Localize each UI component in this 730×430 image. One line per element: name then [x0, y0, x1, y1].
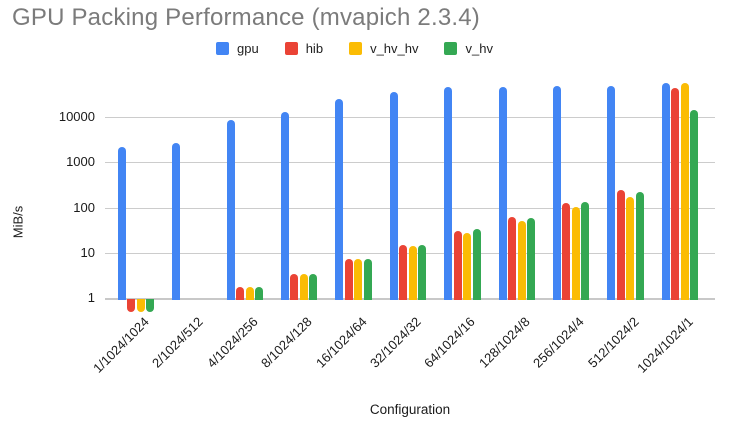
bar-gpu-2-1024-512	[172, 143, 181, 301]
bar-hib-128-1024-8	[508, 216, 517, 301]
legend-label: hib	[305, 41, 324, 56]
bar-v_hv_hv-32-1024-32	[408, 245, 417, 301]
bar-v_hv_hv-128-1024-8	[517, 220, 526, 301]
bar-hib-1-1024-1024	[127, 299, 136, 312]
legend-swatch-icon	[349, 42, 363, 55]
bar-hib-64-1024-16	[453, 230, 462, 301]
bar-v_hv_hv-512-1024-2	[626, 197, 635, 301]
x-axis-title: Configuration	[369, 402, 451, 417]
bar-hib-512-1024-2	[616, 190, 625, 301]
y-axis-title: MiB/s	[10, 205, 26, 239]
x-tick-label: 256/1024/4	[530, 314, 587, 371]
legend-swatch-icon	[216, 42, 229, 55]
gridline-1000	[105, 162, 715, 164]
x-tick-label: 4/1024/256	[203, 314, 261, 371]
legend-item-v_hv_hv: v_hv_hv	[349, 41, 418, 56]
bar-v_hv_hv-1-1024-1024	[136, 299, 145, 312]
legend-label: v_hv	[465, 41, 493, 56]
bar-hib-4-1024-256	[236, 286, 245, 301]
gridline-100	[105, 207, 715, 209]
y-tick-label: 100	[73, 199, 95, 215]
bar-v_hv_hv-4-1024-256	[245, 286, 254, 301]
bar-v_hv_hv-16-1024-64	[354, 259, 363, 301]
bar-v_hv_hv-1024-1024-1	[680, 83, 689, 301]
bar-hib-32-1024-32	[399, 244, 408, 301]
legend-item-gpu: gpu	[216, 41, 259, 56]
x-tick-label: 8/1024/128	[258, 314, 315, 371]
bar-gpu-32-1024-32	[389, 91, 398, 301]
bar-v_hv-16-1024-64	[363, 258, 372, 301]
x-tick-label: 64/1024/16	[421, 314, 479, 371]
legend-swatch-icon	[284, 42, 298, 55]
bar-gpu-8-1024-128	[280, 111, 289, 301]
bar-v_hv_hv-64-1024-16	[463, 233, 472, 301]
legend-label: v_hv_hv	[370, 41, 419, 56]
bar-v_hv-32-1024-32	[418, 244, 427, 301]
y-tick-label: 1	[87, 290, 95, 306]
chart-title: GPU Packing Performance (mvapich 2.3.4)	[12, 4, 480, 31]
legend-item-v_hv: v_hv	[444, 41, 493, 56]
bar-gpu-64-1024-16	[444, 87, 453, 301]
legend: gpu hib v_hv_hv v_hv	[216, 41, 493, 56]
bar-gpu-1-1024-1024	[117, 146, 126, 301]
x-tick-label: 32/1024/32	[366, 314, 424, 371]
bar-gpu-256-1024-4	[552, 85, 561, 301]
plot-area	[105, 75, 715, 313]
bar-v_hv-4-1024-256	[255, 286, 264, 301]
bar-hib-8-1024-128	[290, 273, 299, 301]
x-tick-label: 128/1024/8	[475, 314, 533, 371]
bar-gpu-128-1024-8	[498, 86, 507, 301]
x-tick-label: 512/1024/2	[584, 314, 642, 371]
bar-gpu-512-1024-2	[607, 85, 616, 301]
bar-v_hv-512-1024-2	[635, 191, 644, 301]
bar-v_hv-1-1024-1024	[146, 299, 155, 312]
bar-v_hv-8-1024-128	[309, 273, 318, 301]
bar-gpu-1024-1024-1	[661, 83, 670, 301]
y-tick-label: 1000	[66, 154, 95, 170]
legend-swatch-icon	[444, 42, 458, 55]
bar-v_hv-64-1024-16	[472, 229, 481, 301]
gridline-10000	[105, 116, 715, 118]
bar-v_hv-1024-1024-1	[690, 110, 699, 301]
x-tick-label: 1/1024/1024	[89, 314, 152, 376]
bar-gpu-16-1024-64	[335, 98, 344, 301]
legend-label: gpu	[237, 41, 259, 56]
y-tick-label: 10	[80, 244, 95, 260]
bar-v_hv_hv-256-1024-4	[571, 206, 580, 301]
x-tick-label: 16/1024/64	[312, 314, 370, 371]
bar-gpu-4-1024-256	[226, 119, 235, 301]
x-tick-label: 2/1024/512	[149, 314, 207, 371]
bar-v_hv-256-1024-4	[581, 202, 590, 301]
bar-v_hv_hv-8-1024-128	[299, 273, 308, 301]
legend-item-hib: hib	[284, 41, 324, 56]
bar-hib-256-1024-4	[562, 203, 571, 301]
x-tick-label: 1024/1024/1	[633, 314, 696, 376]
bar-v_hv-128-1024-8	[527, 217, 536, 301]
y-tick-label: 10000	[58, 108, 95, 124]
bar-hib-16-1024-64	[344, 258, 353, 301]
bar-hib-1024-1024-1	[671, 87, 680, 301]
